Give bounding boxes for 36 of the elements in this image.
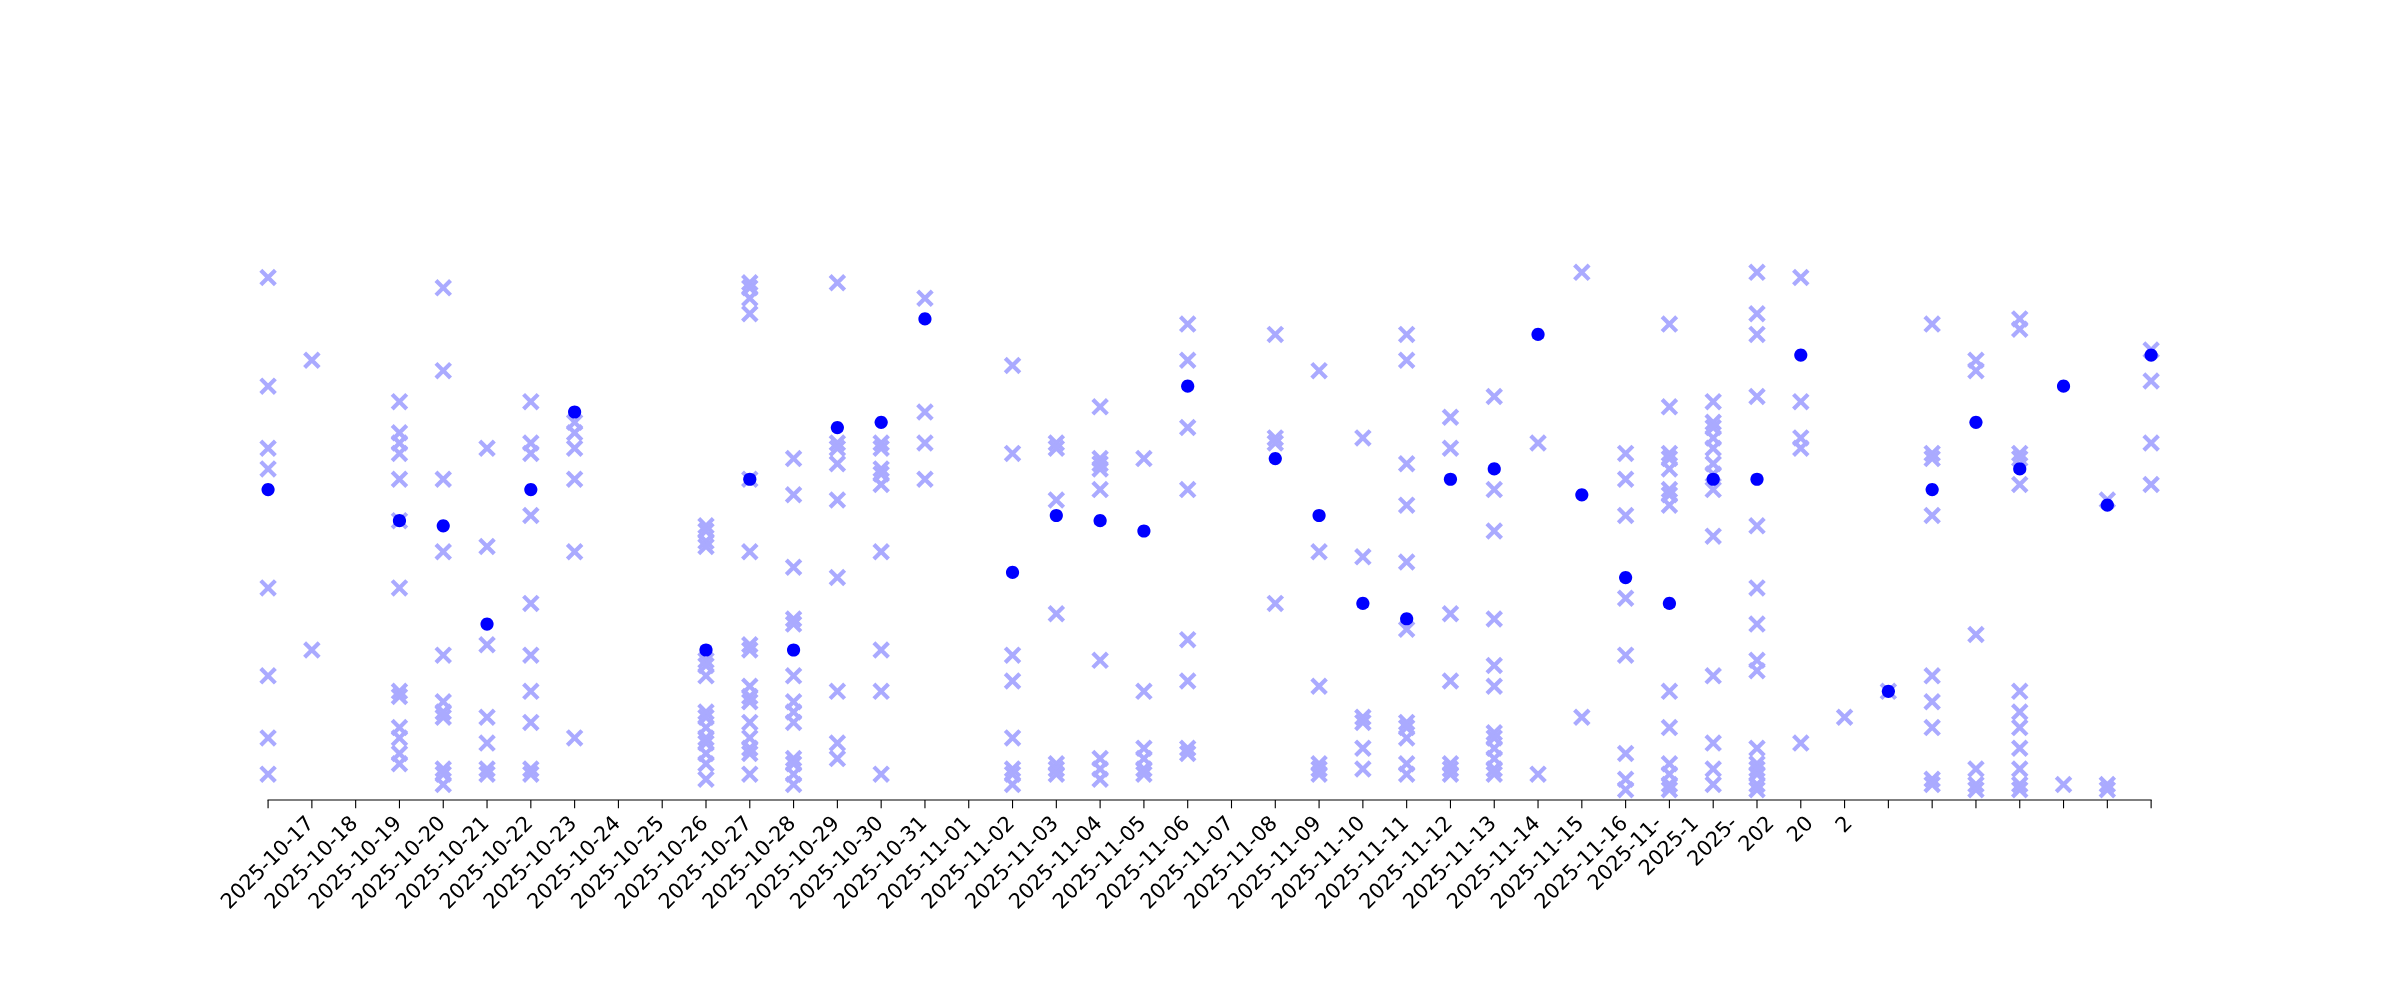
point — [918, 312, 932, 326]
point — [1268, 451, 1282, 466]
point — [1137, 524, 1151, 538]
point — [1312, 508, 1326, 523]
point — [1925, 483, 1939, 497]
point — [1181, 379, 1195, 393]
point — [830, 420, 844, 435]
x-tick-label: 2 — [1834, 814, 1852, 833]
point — [1400, 612, 1414, 626]
point — [786, 643, 801, 657]
point — [261, 483, 275, 497]
point — [1487, 462, 1501, 476]
point — [2144, 348, 2158, 362]
point — [1750, 472, 1764, 486]
point — [1706, 472, 1720, 486]
point — [699, 643, 713, 657]
point — [2056, 379, 2071, 393]
point — [874, 415, 888, 429]
point — [1005, 565, 1020, 579]
point — [1049, 508, 1063, 523]
point — [1662, 596, 1676, 611]
point — [1969, 415, 1983, 429]
point — [568, 405, 582, 419]
point — [1619, 570, 1633, 585]
point — [2100, 498, 2114, 512]
point — [2013, 462, 2027, 476]
point — [1356, 596, 1370, 611]
point — [1794, 348, 1808, 362]
point — [436, 519, 450, 533]
x-tick-label: 20 — [1785, 814, 1814, 843]
point — [1443, 472, 1458, 486]
point — [524, 483, 538, 497]
point — [1531, 327, 1545, 342]
point — [1093, 514, 1107, 528]
point — [480, 617, 494, 631]
point — [1575, 488, 1589, 502]
